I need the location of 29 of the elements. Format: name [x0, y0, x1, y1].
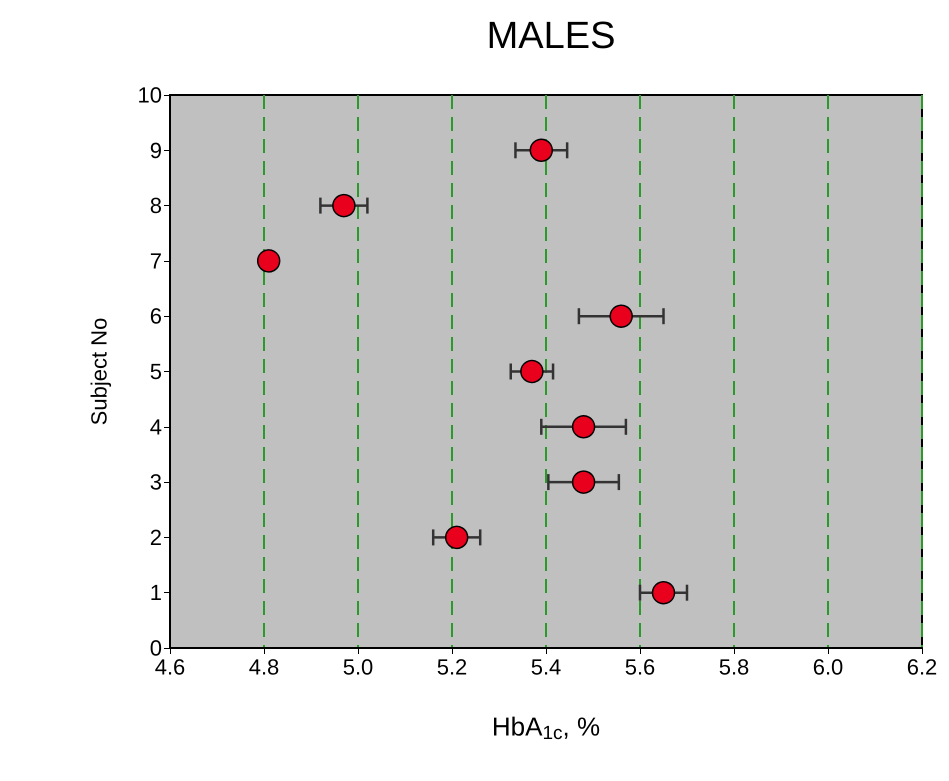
y-tick-label: 1: [150, 580, 162, 606]
point: [256, 249, 280, 273]
y-tick-label: 3: [150, 470, 162, 495]
y-tick-label: 6: [150, 304, 162, 329]
point: [332, 194, 356, 218]
point: [609, 304, 633, 328]
x-tick-label: 5.0: [342, 654, 374, 680]
y-axis-title: Subject No: [86, 318, 112, 426]
y-tick-label: 2: [150, 524, 162, 550]
y-tick-label: 9: [150, 138, 162, 163]
y-tick-label: 5: [150, 359, 162, 384]
point: [652, 580, 676, 604]
x-tick-label: 4.8: [248, 654, 280, 680]
x-tick-label: 5.6: [624, 654, 656, 680]
x-tick-label: 6.0: [812, 654, 844, 680]
x-tick-label: 5.8: [718, 654, 750, 680]
point: [530, 138, 554, 162]
y-tick-label: 7: [150, 248, 162, 274]
point: [444, 526, 468, 550]
point: [520, 360, 544, 384]
chart-title: MALES: [486, 15, 616, 57]
x-tick-label: 6.2: [906, 654, 938, 680]
x-tick-label: 5.2: [436, 654, 468, 680]
y-tick-label: 4: [150, 414, 162, 440]
point: [572, 415, 596, 439]
x-tick-label: 5.4: [530, 654, 562, 680]
y-tick-label: 10: [138, 82, 162, 108]
y-tick-label: 8: [150, 193, 162, 218]
point: [572, 470, 596, 494]
